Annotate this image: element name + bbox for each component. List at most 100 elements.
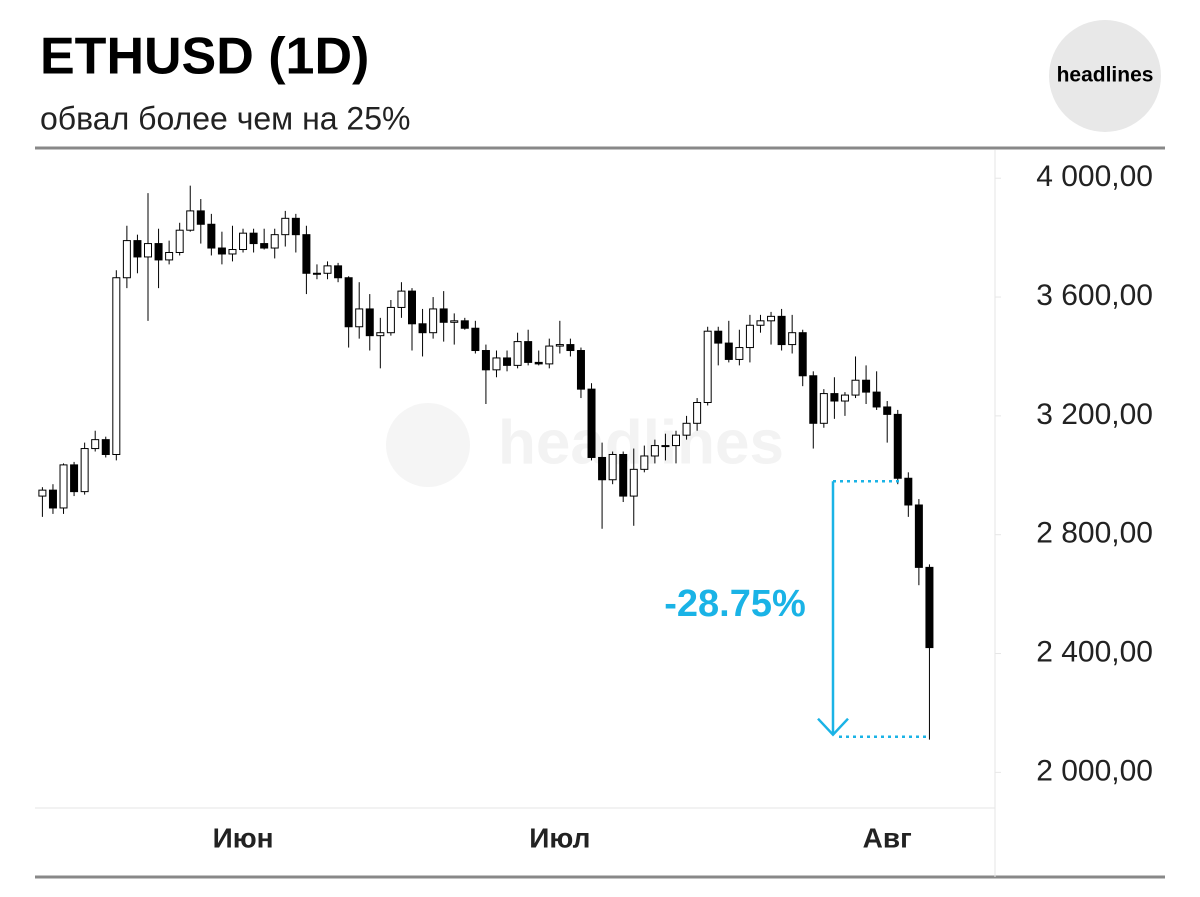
candle-body <box>450 320 459 323</box>
candle-body <box>524 341 533 363</box>
candle-body <box>460 320 469 329</box>
candle-body <box>312 272 321 275</box>
candle-body <box>735 347 744 360</box>
candle-body <box>70 464 79 493</box>
candle-body <box>38 489 47 497</box>
candle-body <box>439 308 448 323</box>
annotation-arrowhead <box>817 717 849 737</box>
brand-badge <box>1049 20 1161 132</box>
chart-subtitle: обвал более чем на 25% <box>40 100 410 136</box>
y-tick-label: 3 600,00 <box>1036 279 1153 312</box>
brand-text: headlines <box>1057 64 1154 87</box>
candle-body <box>661 445 670 448</box>
candle-body <box>809 375 818 424</box>
candle-body <box>629 468 638 497</box>
candle-body <box>767 315 776 322</box>
candle-body <box>165 251 174 261</box>
candle-body <box>851 379 860 396</box>
y-tick-label: 2 400,00 <box>1036 635 1153 668</box>
candle-body <box>429 308 438 334</box>
candle-body <box>112 277 121 455</box>
candle-body <box>270 234 279 249</box>
candle-body <box>207 223 216 249</box>
candle-body <box>788 332 797 346</box>
candle-body <box>608 453 617 481</box>
candle-body <box>101 439 110 455</box>
candle-body <box>503 357 512 366</box>
candle-body <box>893 413 902 479</box>
candle-body <box>925 566 934 649</box>
candle-body <box>513 341 522 366</box>
candle-body <box>302 234 311 274</box>
y-tick-label: 2 800,00 <box>1036 517 1153 550</box>
candle-body <box>291 217 300 236</box>
candle-body <box>344 277 353 328</box>
candle-body <box>59 464 68 509</box>
candle-body <box>492 357 501 371</box>
candle-body <box>640 455 649 470</box>
candle-body <box>239 232 248 251</box>
y-tick-label: 2 000,00 <box>1036 754 1153 787</box>
x-tick-label: Июн <box>213 822 274 853</box>
candle-body <box>408 290 416 325</box>
candle-body <box>872 391 881 408</box>
candle-body <box>481 350 490 371</box>
candle-body <box>555 344 564 347</box>
candle-body <box>830 393 839 402</box>
candle-body <box>80 448 89 493</box>
candle-body <box>217 247 226 255</box>
candle-body <box>693 402 702 424</box>
candle-body <box>397 290 406 308</box>
candle-body <box>819 393 828 424</box>
y-tick-label: 4 000,00 <box>1036 160 1153 193</box>
candle-body <box>883 406 892 415</box>
candle-body <box>334 265 343 279</box>
candle-body <box>650 445 659 457</box>
candle-body <box>323 265 332 274</box>
candle-body <box>714 330 723 344</box>
candle-body <box>724 342 733 360</box>
candle-body <box>355 308 364 328</box>
x-tick-label: Июл <box>529 822 590 853</box>
watermark-logo <box>386 403 470 487</box>
candle-body <box>798 332 807 377</box>
candle-body <box>249 232 258 245</box>
candle-body <box>196 210 205 225</box>
candle-body <box>376 332 385 337</box>
candle-body <box>418 323 427 334</box>
candle-body <box>154 243 163 261</box>
candle-body <box>862 379 871 393</box>
x-tick-label: Авг <box>863 822 912 853</box>
candle-body <box>386 306 395 334</box>
candle-body <box>576 350 585 390</box>
candle-body <box>703 330 712 404</box>
candle-body <box>365 308 374 337</box>
candle-body <box>175 229 184 253</box>
candle-body <box>186 210 195 231</box>
candle-body <box>281 217 290 236</box>
candle-body <box>48 489 57 509</box>
candle-body <box>777 315 786 346</box>
candle-body <box>914 504 923 568</box>
candle-body <box>619 453 628 497</box>
candle-body <box>122 240 131 279</box>
annotation-label: -28.75% <box>664 583 806 625</box>
candle-body <box>133 240 142 258</box>
candle-body <box>598 456 607 481</box>
candle-body <box>672 434 680 447</box>
candle-body <box>840 394 849 402</box>
candle-body <box>471 327 480 352</box>
candle-body <box>545 345 554 365</box>
chart-title: ETHUSD (1D) <box>40 28 369 86</box>
candle-body <box>144 243 152 258</box>
candle-body <box>566 344 575 352</box>
candle-body <box>745 324 754 349</box>
candle-body <box>587 388 596 458</box>
candle-body <box>260 243 269 249</box>
candle-body <box>756 320 765 326</box>
y-tick-label: 3 200,00 <box>1036 398 1153 431</box>
candle-body <box>682 422 691 436</box>
candle-body <box>904 477 913 506</box>
